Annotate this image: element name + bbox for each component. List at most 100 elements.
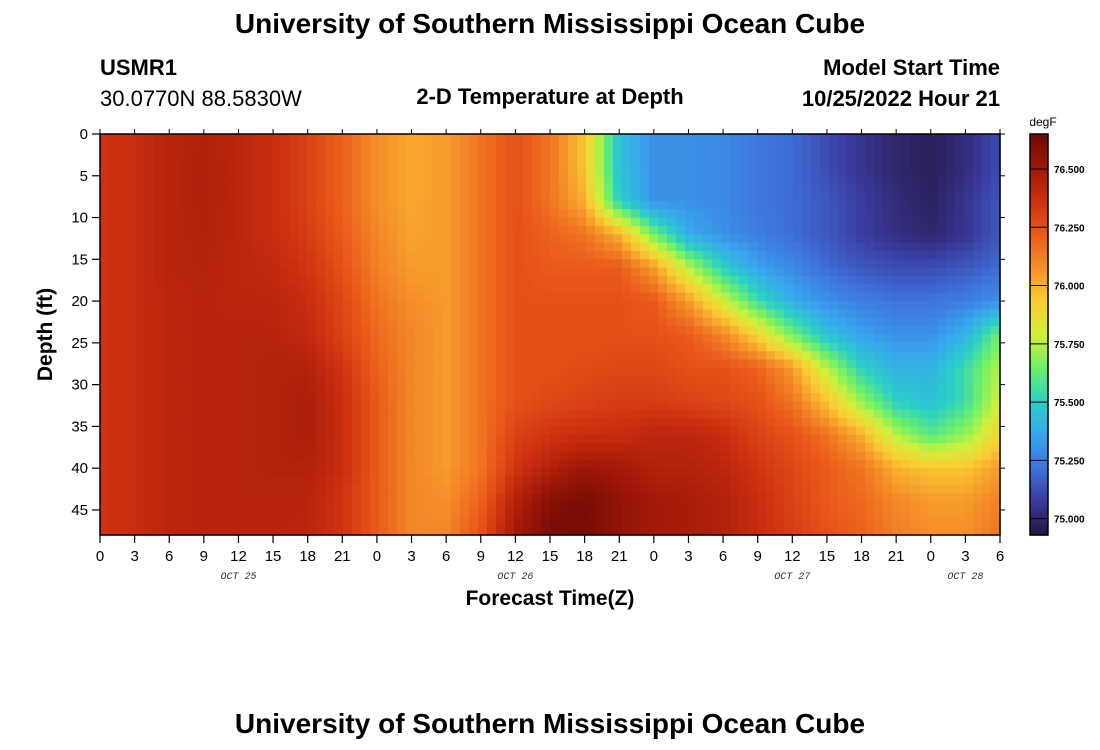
heatmap-cell: [379, 225, 389, 235]
heatmap-cell: [892, 376, 902, 386]
heatmap-cell: [532, 501, 542, 511]
heatmap-cell: [685, 351, 695, 361]
heatmap-cell: [487, 175, 497, 185]
heatmap-cell: [955, 134, 965, 143]
x-tick-label: 6: [719, 548, 727, 565]
heatmap-cell: [856, 493, 866, 503]
heatmap-cell: [865, 142, 875, 152]
heatmap-cell: [928, 359, 938, 369]
heatmap-cell: [883, 317, 893, 327]
heatmap-cell: [451, 225, 461, 235]
heatmap-cell: [649, 359, 659, 369]
heatmap-cell: [991, 409, 1001, 419]
heatmap-cell: [442, 242, 452, 252]
heatmap-cell: [379, 159, 389, 169]
heatmap-cell: [631, 309, 641, 319]
heatmap-cell: [928, 401, 938, 411]
heatmap-cell: [613, 468, 623, 478]
heatmap-cell: [514, 418, 524, 427]
heatmap-cell: [955, 518, 965, 528]
heatmap-cell: [262, 359, 272, 369]
heatmap-cell: [226, 384, 236, 394]
heatmap-cell: [577, 276, 587, 285]
heatmap-cell: [262, 459, 272, 469]
heatmap-cell: [568, 409, 578, 419]
heatmap-cell: [613, 267, 623, 277]
heatmap-cell: [640, 334, 650, 344]
heatmap-cell: [136, 468, 146, 478]
heatmap-cell: [640, 418, 650, 427]
heatmap-cell: [847, 392, 857, 402]
heatmap-cell: [100, 159, 110, 169]
heatmap-cell: [721, 367, 731, 377]
heatmap-cell: [469, 367, 479, 377]
x-tick-label: 3: [130, 548, 138, 565]
heatmap-cell: [433, 418, 443, 427]
heatmap-cell: [289, 392, 299, 402]
heatmap-cell: [604, 351, 614, 361]
heatmap-cell: [442, 209, 452, 219]
heatmap-cell: [235, 292, 245, 302]
heatmap-cell: [577, 184, 587, 194]
heatmap-cell: [424, 384, 434, 394]
heatmap-cell: [136, 276, 146, 285]
heatmap-cell: [208, 209, 218, 219]
heatmap-cell: [208, 200, 218, 210]
heatmap-cell: [361, 301, 371, 311]
heatmap-cell: [865, 200, 875, 210]
heatmap-cell: [604, 509, 614, 519]
heatmap-cell: [289, 192, 299, 202]
heatmap-cell: [235, 493, 245, 503]
heatmap-cell: [676, 242, 686, 252]
heatmap-cell: [181, 200, 191, 210]
heatmap-cell: [694, 367, 704, 377]
heatmap-cell: [820, 326, 830, 336]
heatmap-cell: [280, 476, 290, 486]
heatmap-cell: [253, 384, 263, 394]
heatmap-cell: [694, 276, 704, 285]
heatmap-cell: [325, 167, 335, 177]
heatmap-cell: [460, 267, 470, 277]
heatmap-cell: [910, 142, 920, 152]
heatmap-cell: [307, 359, 317, 369]
heatmap-cell: [415, 384, 425, 394]
heatmap-cell: [730, 443, 740, 453]
heatmap-cell: [874, 434, 884, 444]
heatmap-cell: [847, 250, 857, 260]
heatmap-cell: [469, 376, 479, 386]
heatmap-cell: [982, 518, 992, 528]
heatmap-cell: [829, 418, 839, 427]
heatmap-cell: [235, 200, 245, 210]
heatmap-cell: [271, 351, 281, 361]
heatmap-cell: [361, 276, 371, 285]
heatmap-cell: [217, 159, 227, 169]
heatmap-cell: [298, 209, 308, 219]
heatmap-cell: [973, 501, 983, 511]
heatmap-cell: [712, 418, 722, 427]
heatmap-cell: [586, 401, 596, 411]
heatmap-cell: [829, 234, 839, 244]
heatmap-cell: [433, 334, 443, 344]
heatmap-cell: [307, 159, 317, 169]
heatmap-cell: [712, 509, 722, 519]
heatmap-cell: [784, 217, 794, 227]
heatmap-cell: [757, 443, 767, 453]
heatmap-cell: [316, 250, 326, 260]
heatmap-cell: [685, 225, 695, 235]
heatmap-cell: [874, 209, 884, 219]
heatmap-cell: [847, 217, 857, 227]
heatmap-cell: [316, 317, 326, 327]
heatmap-cell: [658, 484, 668, 494]
heatmap-cell: [469, 476, 479, 486]
heatmap-cell: [559, 292, 569, 302]
heatmap-cell: [262, 167, 272, 177]
heatmap-cell: [532, 434, 542, 444]
heatmap-cell: [532, 351, 542, 361]
heatmap-cell: [874, 309, 884, 319]
heatmap-cell: [856, 418, 866, 427]
heatmap-cell: [316, 526, 326, 536]
heatmap-cell: [442, 134, 452, 143]
heatmap-cell: [388, 476, 398, 486]
heatmap-cell: [712, 518, 722, 528]
heatmap-cell: [253, 493, 263, 503]
